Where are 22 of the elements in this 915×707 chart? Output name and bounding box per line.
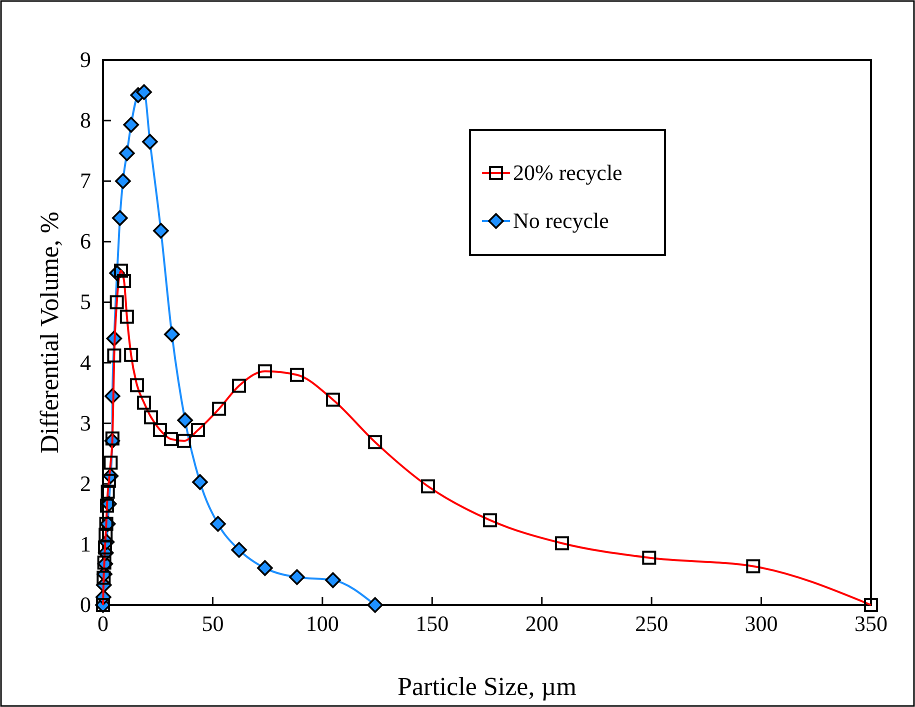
y-tick-label: 6: [80, 228, 91, 254]
legend-label: 20% recycle: [513, 160, 622, 185]
y-tick-label: 5: [80, 289, 91, 314]
y-tick-label: 8: [80, 108, 91, 133]
y-tick-label: 9: [80, 47, 91, 72]
x-tick-label: 350: [854, 611, 888, 636]
y-tick-label: 1: [80, 531, 91, 556]
x-tick-label: 50: [202, 611, 224, 636]
y-tick-label: 4: [80, 350, 91, 375]
legend-label: No recycle: [513, 208, 609, 233]
y-tick-label: 0: [80, 592, 91, 617]
x-tick-label: 250: [635, 611, 668, 636]
y-tick-label: 3: [80, 410, 91, 436]
y-tick-label: 7: [80, 168, 91, 194]
y-axis-title: Differential Volume, %: [35, 212, 64, 454]
x-tick-label: 0: [98, 611, 108, 636]
x-tick-label: 100: [306, 611, 339, 636]
x-tick-label: 150: [416, 611, 449, 636]
y-tick-label: 2: [80, 470, 91, 496]
x-tick-label: 200: [525, 611, 558, 636]
x-tick-label: 300: [744, 611, 778, 636]
x-axis-title: Particle Size, µm: [398, 672, 576, 701]
